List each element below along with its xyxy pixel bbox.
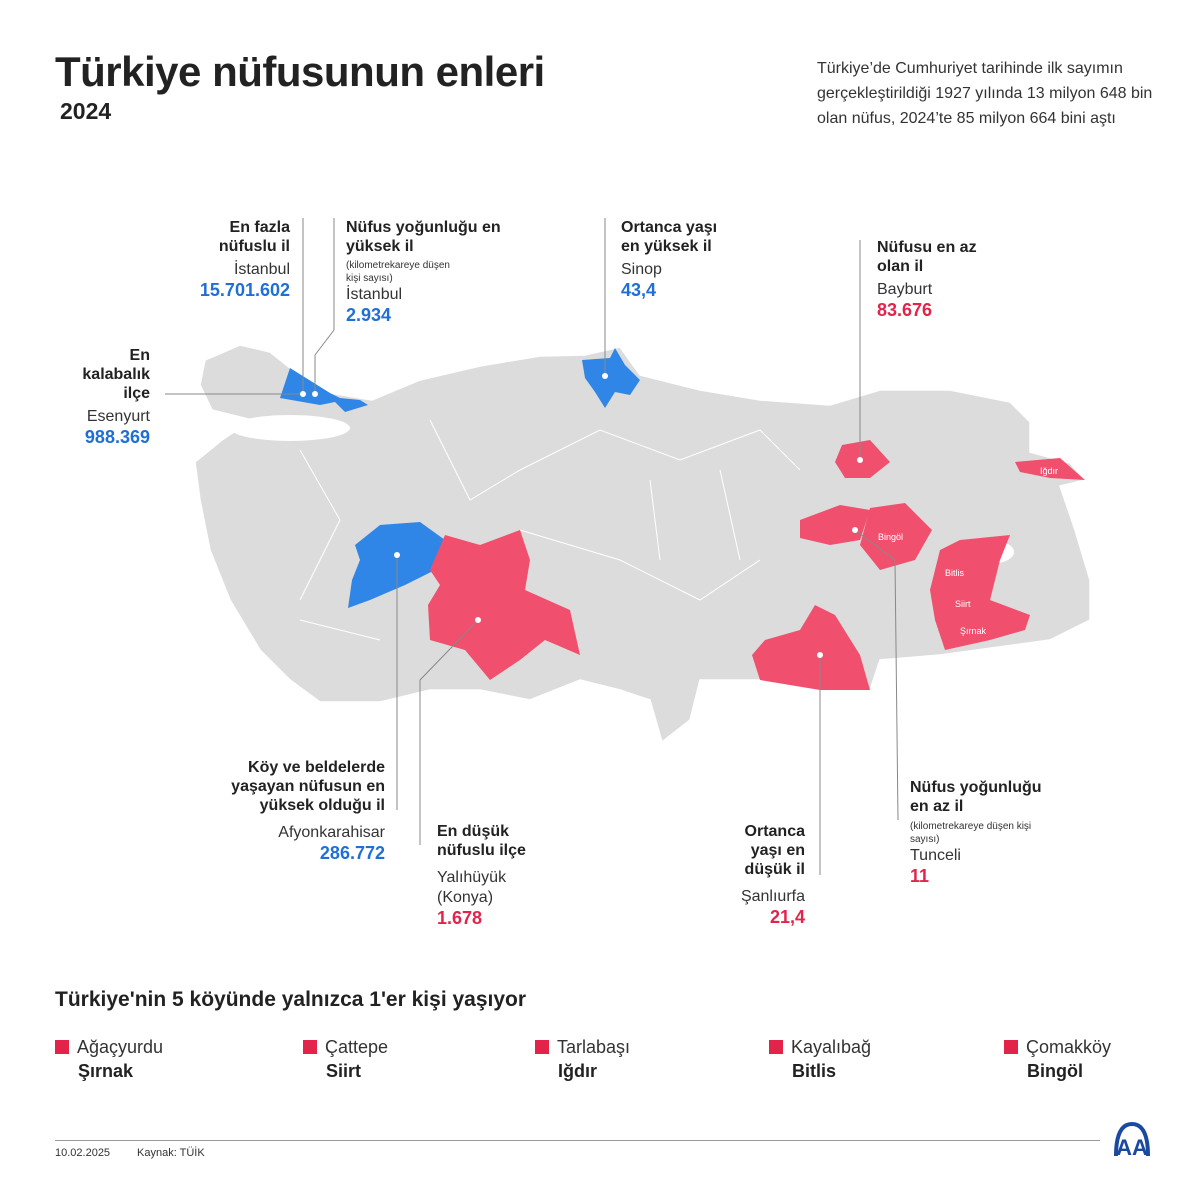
- callout-value: 21,4: [769, 907, 805, 927]
- callout-value: 1.678: [437, 908, 483, 928]
- province-igdir: [1015, 458, 1085, 480]
- province-bitlis-siirt-sirnak: [930, 535, 1030, 650]
- page-title: Türkiye nüfusunun enleri: [55, 48, 545, 95]
- village-name: Kayalıbağ: [791, 1037, 872, 1057]
- red-square-icon: [1004, 1040, 1018, 1054]
- callout-label: Ortanca yaşı en düşük il: [744, 823, 805, 878]
- leader-lines: [165, 218, 899, 875]
- village-item: Kayalıbağ Bitlis: [769, 1037, 871, 1082]
- village-name: Çomakköy: [1026, 1037, 1112, 1057]
- village-province: Bitlis: [792, 1061, 837, 1081]
- callout-label: Köy ve beldelerde yaşayan nüfusun en yük…: [231, 759, 385, 814]
- callout-place: Afyonkarahisar: [278, 824, 385, 841]
- callout-density-high: Nüfus yoğunluğu en yüksek il (kilometrek…: [346, 218, 516, 326]
- map-label-bingol: Bingöl: [878, 532, 903, 542]
- village-province: Şırnak: [78, 1061, 134, 1081]
- village-name: Çattepe: [325, 1037, 389, 1057]
- callout-label: En düşük nüfuslu ilçe: [437, 823, 526, 859]
- footer-divider: [55, 1140, 1100, 1141]
- province-sinop: [582, 348, 640, 408]
- province-bingol: [860, 503, 932, 570]
- callout-crowded-district: En kalabalık ilçe Esenyurt 988.369: [50, 346, 150, 448]
- map-label-bitlis: Bitlis: [945, 568, 965, 578]
- province-tunceli: [800, 505, 870, 545]
- page-subtitle-year: 2024: [60, 98, 112, 124]
- red-square-icon: [769, 1040, 783, 1054]
- callout-most-populous: En fazla nüfuslu il İstanbul 15.701.602: [180, 218, 290, 301]
- callout-value: 286.772: [319, 843, 385, 863]
- map-label-sirnak: Şırnak: [960, 626, 987, 636]
- callout-label: Ortanca yaşı en yüksek il: [621, 219, 718, 255]
- village-item: Çattepe Siirt: [303, 1037, 388, 1082]
- callout-label: Nüfus yoğunluğu en az il: [910, 779, 1042, 815]
- map-label-igdir: Iğdır: [1040, 466, 1058, 476]
- village-name: Ağaçyurdu: [77, 1037, 164, 1057]
- callout-value: 43,4: [621, 280, 657, 300]
- callout-place: Esenyurt: [86, 408, 150, 425]
- callout-rural: Köy ve beldelerde yaşayan nüfusun en yük…: [210, 758, 385, 864]
- callout-label: En fazla nüfuslu il: [218, 219, 290, 255]
- callout-place: İstanbul: [346, 286, 403, 303]
- callout-value: 83.676: [877, 300, 933, 320]
- province-konya: [428, 530, 580, 680]
- village-item: Çomakköy Bingöl: [1004, 1037, 1111, 1082]
- villages-title: Türkiye'nin 5 köyünde yalnızca 1'er kişi…: [55, 988, 527, 1011]
- callout-note: (kilometrekareye düşen kişi sayısı): [346, 260, 450, 284]
- red-square-icon: [55, 1040, 69, 1054]
- callout-place: Bayburt: [877, 281, 933, 298]
- footer-source: Kaynak: TÜİK: [137, 1147, 205, 1159]
- callout-place: Yalıhüyük (Konya): [437, 869, 507, 906]
- province-sanliurfa: [752, 605, 870, 690]
- callout-place: Tunceli: [910, 847, 961, 864]
- aa-logo-icon: AA: [1114, 1121, 1150, 1158]
- footer-date: 10.02.2025: [55, 1147, 111, 1159]
- village-province: Bingöl: [1027, 1061, 1083, 1081]
- map-label-siirt: Siirt: [955, 599, 971, 609]
- callout-label: Nüfus yoğunluğu en yüksek il: [346, 219, 501, 255]
- callout-value: 2.934: [346, 305, 392, 325]
- callout-place: İstanbul: [233, 261, 290, 278]
- village-item: Tarlabaşı Iğdır: [535, 1037, 630, 1082]
- red-square-icon: [303, 1040, 317, 1054]
- callout-median-low: Ortanca yaşı en düşük il Şanlıurfa 21,4: [715, 822, 805, 928]
- callout-least-populous: Nüfusu en az olan il Bayburt 83.676: [877, 238, 987, 321]
- callout-density-low: Nüfus yoğunluğu en az il (kilometrekarey…: [910, 778, 1060, 887]
- village-name: Tarlabaşı: [557, 1037, 631, 1057]
- callout-smallest-district: En düşük nüfuslu ilçe Yalıhüyük (Konya) …: [437, 822, 547, 929]
- village-province: Siirt: [326, 1061, 362, 1081]
- village-item: Ağaçyurdu Şırnak: [55, 1037, 163, 1082]
- callout-value: 15.701.602: [199, 280, 290, 300]
- marmara-sea: [230, 415, 350, 441]
- markers: [300, 373, 863, 658]
- callout-median-high: Ortanca yaşı en yüksek il Sinop 43,4: [621, 218, 731, 301]
- callout-note: (kilometrekareye düşen kişi sayısı): [910, 821, 1032, 845]
- callout-value: 988.369: [84, 427, 150, 447]
- village-province: Iğdır: [558, 1061, 597, 1081]
- province-istanbul: [280, 368, 368, 412]
- callout-value: 11: [910, 866, 930, 886]
- callout-label: En kalabalık ilçe: [82, 347, 150, 402]
- callout-place: Sinop: [621, 261, 662, 278]
- callout-place: Şanlıurfa: [740, 888, 805, 905]
- red-square-icon: [535, 1040, 549, 1054]
- callout-label: Nüfusu en az olan il: [877, 239, 977, 275]
- svg-text:AA: AA: [1116, 1135, 1148, 1158]
- province-borders: [299, 419, 801, 641]
- intro-text: Türkiye’de Cumhuriyet tarihinde ilk sayı…: [817, 60, 1153, 127]
